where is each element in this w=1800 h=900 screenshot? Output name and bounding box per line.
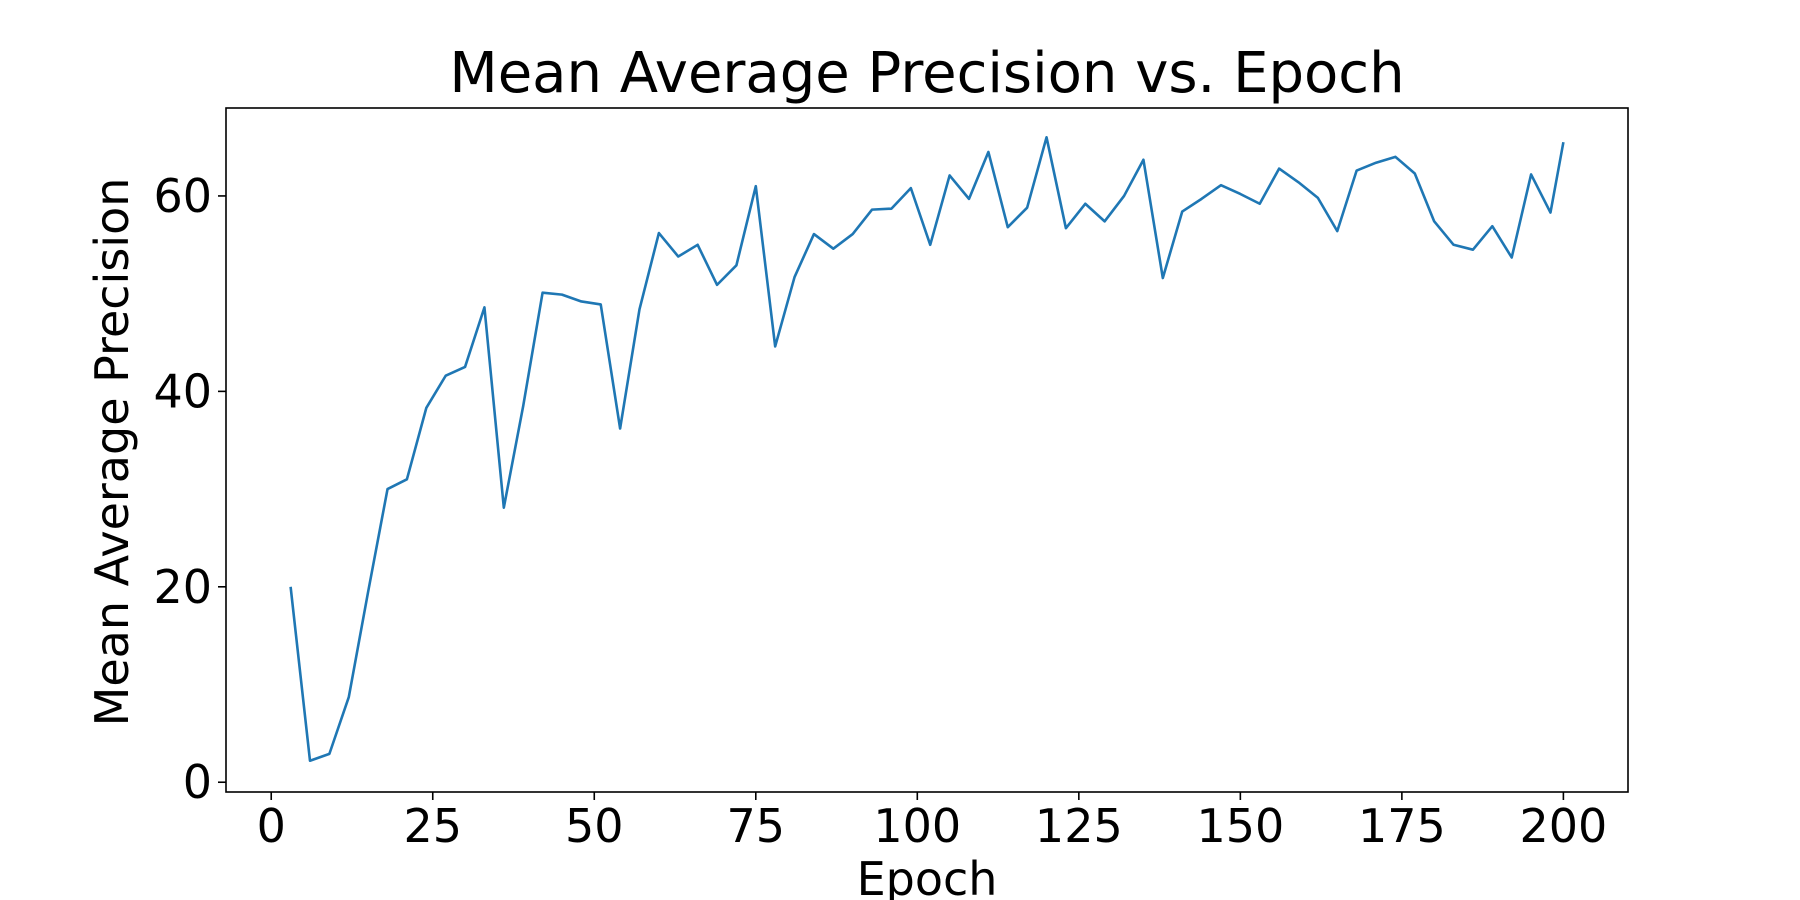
- x-axis-label: Epoch: [857, 852, 998, 900]
- x-tick-label: 125: [1035, 799, 1123, 853]
- y-tick-label: 20: [153, 560, 212, 614]
- plot-frame: [225, 107, 1629, 793]
- x-tick-label: 75: [727, 799, 786, 853]
- x-tick-label: 200: [1519, 799, 1607, 853]
- x-tick-label: 150: [1196, 799, 1284, 853]
- x-tick-label: 175: [1358, 799, 1446, 853]
- x-tick-label: 50: [565, 799, 624, 853]
- series-line-0: [289, 136, 1565, 763]
- y-tick-label: 40: [153, 364, 212, 418]
- chart-title: Mean Average Precision vs. Epoch: [449, 41, 1404, 106]
- y-tick-label: 0: [183, 755, 212, 809]
- y-axis-label: Mean Average Precision: [85, 178, 139, 727]
- x-tick-label: 0: [257, 799, 286, 853]
- plot-area: 0 25 50 75 100 125 150 175 200 0 20 40 60: [153, 107, 1629, 853]
- x-tick-label: 25: [403, 799, 462, 853]
- x-tick-label: 100: [873, 799, 961, 853]
- y-tick-label: 60: [153, 169, 212, 223]
